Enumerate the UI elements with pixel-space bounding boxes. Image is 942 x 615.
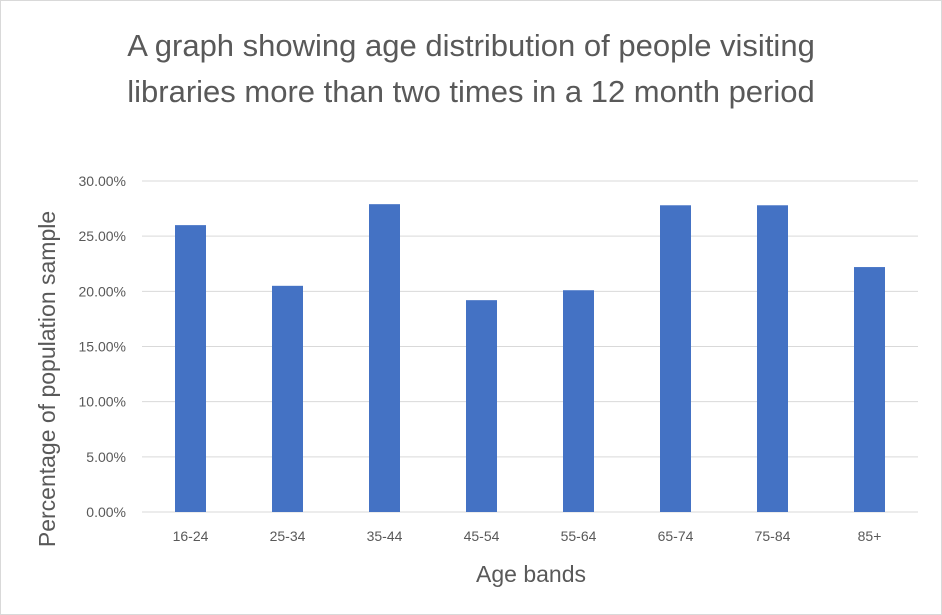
x-tick-label: 35-44 (367, 528, 403, 544)
chart-title: A graph showing age distribution of peop… (127, 28, 815, 109)
y-axis-title: Percentage of population sample (34, 211, 60, 547)
x-tick-label: 16-24 (173, 528, 209, 544)
bar-25-34 (272, 285, 303, 512)
x-tick-label: 85+ (858, 528, 882, 544)
y-tick-label: 15.00% (79, 339, 126, 355)
x-tick-label: 55-64 (561, 528, 597, 544)
gridlines (142, 180, 918, 513)
bar-85+ (854, 267, 885, 512)
y-axis-ticks: 0.00% 5.00% 10.00% 15.00% 20.00% 25.00% 30.00% (79, 173, 126, 520)
x-tick-label: 45-54 (464, 528, 500, 544)
x-tick-label: 25-34 (270, 528, 306, 544)
y-tick-label: 30.00% (79, 173, 126, 189)
bar-45-54 (466, 300, 497, 512)
bar-16-24 (175, 225, 206, 512)
x-tick-label: 65-74 (658, 528, 694, 544)
y-tick-label: 10.00% (79, 394, 126, 410)
x-tick-label: 75-84 (755, 528, 791, 544)
y-tick-label: 0.00% (86, 504, 126, 520)
bar-55-64 (563, 290, 594, 512)
y-tick-label: 25.00% (79, 228, 126, 244)
bar-35-44 (369, 204, 400, 513)
bars (175, 204, 885, 513)
y-tick-label: 5.00% (86, 449, 126, 465)
y-tick-label: 20.00% (79, 283, 126, 299)
bar-65-74 (660, 205, 691, 513)
x-axis-ticks: 16-24 25-34 35-44 45-54 55-64 65-74 75-84 85+ (173, 528, 882, 544)
x-axis-title: Age bands (476, 561, 586, 587)
bar-75-84 (757, 205, 788, 513)
